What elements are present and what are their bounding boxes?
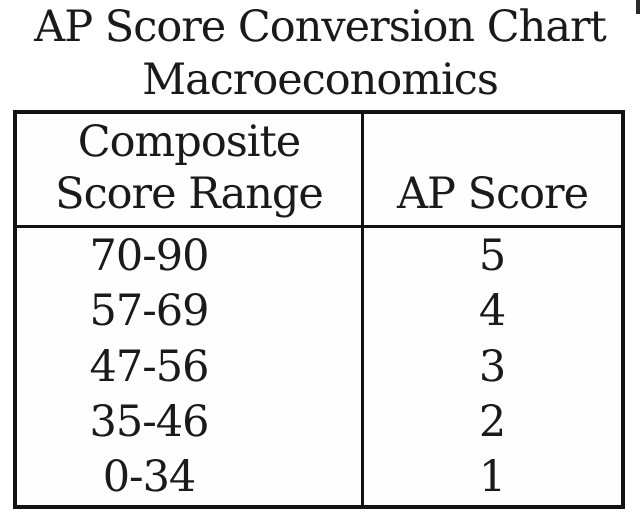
table-row: 70-90 5 [17, 228, 621, 284]
page-subtitle: Macroeconomics [142, 55, 499, 105]
column-header-composite-score-range: Composite Score Range [17, 114, 364, 225]
table-row: 57-69 4 [17, 283, 621, 339]
column-header-ap-score: AP Score [364, 114, 621, 225]
column-header-label: AP Score [396, 169, 589, 219]
page-title: AP Score Conversion Chart [34, 2, 607, 52]
ap-score-cell: 4 [478, 286, 507, 337]
composite-score-range-cell: 35-46 [17, 394, 364, 450]
composite-score-range-cell: 0-34 [17, 449, 364, 506]
table-row: 0-34 1 [17, 449, 621, 506]
ap-score-cell: 3 [478, 341, 507, 392]
composite-score-range-cell: 57-69 [17, 283, 364, 339]
conversion-table: Composite Score Range AP Score 70-90 5 5… [13, 110, 625, 509]
composite-score-range-cell: 70-90 [17, 228, 364, 284]
composite-score-range-cell: 47-56 [17, 338, 364, 395]
title-block: AP Score Conversion Chart Macroeconomics [0, 0, 640, 105]
scan-edge-artifact [636, 0, 640, 14]
column-header-line1: Composite [77, 117, 302, 167]
table-row: 47-56 3 [17, 338, 621, 395]
ap-score-cell: 5 [478, 230, 507, 281]
column-header-line2: Score Range [55, 169, 324, 219]
ap-score-cell: 1 [478, 452, 507, 503]
table-row: 35-46 2 [17, 394, 621, 450]
table-header-row: Composite Score Range AP Score [17, 114, 621, 228]
table-body: 70-90 5 57-69 4 47-56 3 35-46 2 0-34 1 [17, 228, 621, 506]
ap-score-cell: 2 [478, 396, 507, 447]
